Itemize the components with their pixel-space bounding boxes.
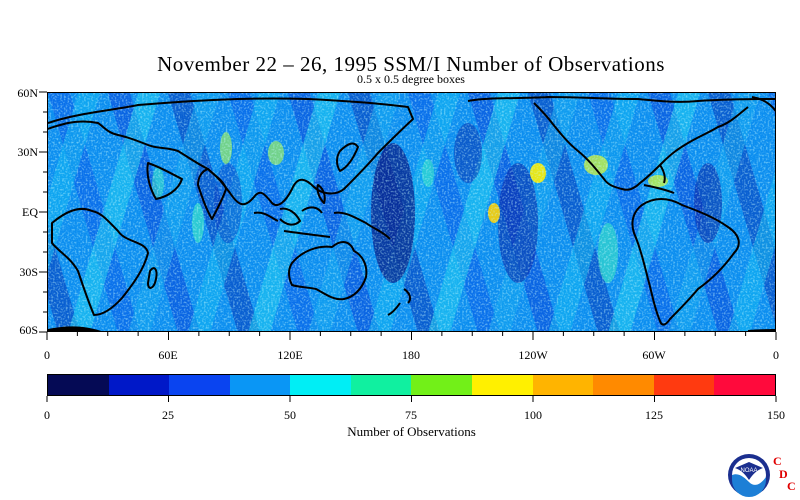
lon-label-120w: 120W [518, 348, 548, 362]
colorbar-swatch-11 [714, 375, 775, 395]
colorbar-swatch-1 [108, 375, 170, 395]
lat-label-eq: EQ [22, 205, 38, 219]
colorbar-swatch-7 [472, 375, 533, 395]
colorbar-swatch-4 [290, 375, 351, 395]
lat-label-30n: 30N [17, 145, 38, 159]
observation-map [47, 92, 776, 332]
arabia-coastline [146, 162, 183, 200]
cuba-coastline [643, 184, 675, 194]
south-america-coastline [631, 198, 740, 326]
map-title: November 22 – 26, 1995 SSM/I Number of O… [157, 52, 665, 76]
indonesia-coastline [253, 206, 391, 240]
colorbar-label-50: 50 [284, 408, 296, 422]
cdc-letter-c1: C [773, 454, 782, 468]
philippines-coastline [316, 184, 326, 204]
north-america-coastline [467, 96, 775, 191]
colorbar-swatch-6 [411, 375, 473, 395]
new-zealand-coastline [387, 288, 412, 316]
colorbar-title: Number of Observations [347, 424, 476, 439]
madagascar-coastline [147, 267, 158, 289]
colorbar-label-75: 75 [405, 408, 417, 422]
colorbar-swatch-5 [350, 375, 412, 395]
observation-field [48, 93, 775, 331]
india-coastline [197, 168, 227, 220]
eurasia-coastline [48, 97, 414, 207]
cdc-letter-d: D [779, 467, 788, 481]
colorbar-swatch-0 [48, 375, 109, 395]
lon-label-180: 180 [402, 348, 420, 362]
lat-label-30s: 30S [19, 265, 38, 279]
lon-label-120e: 120E [277, 348, 303, 362]
australia-coastline [288, 241, 368, 301]
lat-label-60s: 60S [19, 323, 38, 337]
colorbar-label-0: 0 [44, 408, 50, 422]
florida-coastline [659, 164, 666, 184]
africa-coastline [51, 207, 149, 316]
colorbar-label-100: 100 [524, 408, 542, 422]
lat-label-60n: 60N [17, 86, 38, 100]
coastlines [48, 96, 775, 331]
japan-coastline [336, 142, 359, 172]
antarctica-landmass [48, 326, 100, 331]
lon-label-0: 0 [44, 348, 50, 362]
colorbar [47, 374, 776, 396]
noaa-logo-text: NOAA [740, 468, 757, 474]
colorbar-swatch-2 [169, 375, 230, 395]
map-subtitle: 0.5 x 0.5 degree boxes [357, 72, 465, 86]
colorbar-swatch-8 [532, 375, 594, 395]
colorbar-swatch-10 [653, 375, 715, 395]
lon-label-60w: 60W [642, 348, 666, 362]
cdc-letter-c2: C [787, 479, 796, 493]
lon-label-60e: 60E [158, 348, 178, 362]
colorbar-label-25: 25 [162, 408, 174, 422]
colorbar-swatch-9 [593, 375, 654, 395]
lon-label-0-end: 0 [773, 348, 779, 362]
noaa-cdc-logo: NOAA C D C [728, 454, 796, 497]
colorbar-label-150: 150 [767, 408, 785, 422]
colorbar-label-125: 125 [645, 408, 663, 422]
colorbar-swatch-3 [229, 375, 291, 395]
antarctica-landmass-east [748, 329, 775, 331]
greenland-coastline [751, 96, 775, 112]
